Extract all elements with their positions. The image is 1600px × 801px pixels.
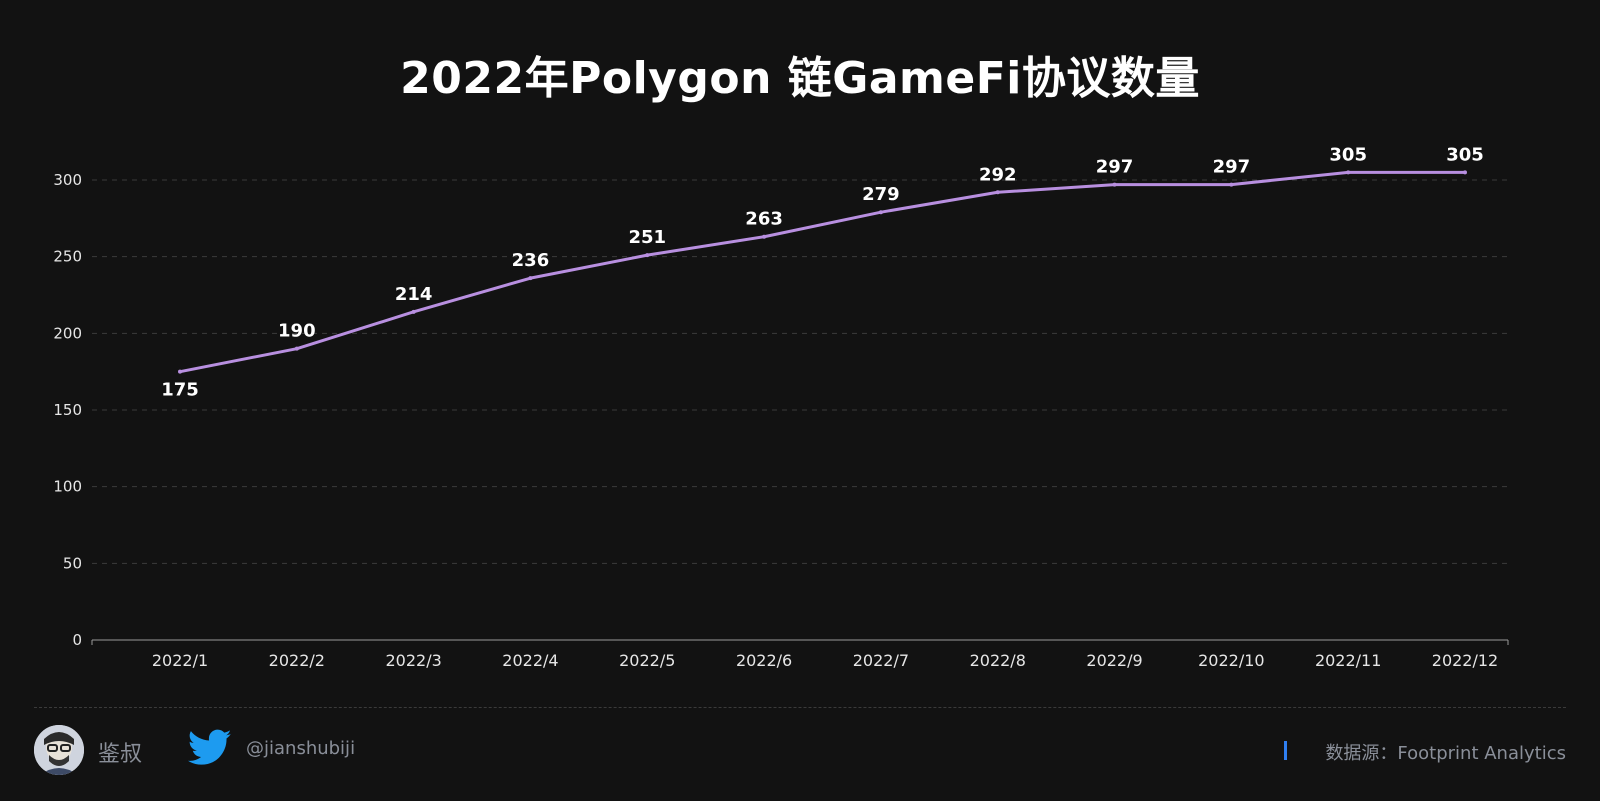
- data-source: 数据源：Footprint Analytics: [1325, 743, 1566, 764]
- x-tick-label: 2022/1: [152, 651, 208, 670]
- data-point: [762, 234, 767, 239]
- data-point: [178, 369, 182, 374]
- source-accent-bar: [1284, 741, 1287, 760]
- data-label: 263: [745, 209, 783, 230]
- data-label: 297: [1096, 157, 1134, 178]
- data-point: [1346, 170, 1351, 175]
- x-tick-label: 2022/8: [970, 651, 1026, 670]
- data-point: [645, 253, 650, 258]
- avatar: [34, 725, 84, 775]
- data-label: 214: [395, 284, 433, 305]
- twitter-handle: @jianshubiji: [246, 738, 356, 759]
- y-tick-label: 0: [72, 631, 82, 649]
- y-tick-label: 200: [53, 324, 82, 342]
- x-tick-label: 2022/5: [619, 651, 675, 670]
- series-protocol-count: [178, 170, 1467, 374]
- series-line: [178, 170, 1467, 374]
- line-chart: 0 50 100 150 200 250 300 2022/1 2022/2 2022/3 2022…: [53, 144, 1509, 670]
- y-tick-label: 100: [53, 478, 82, 496]
- data-point: [1463, 170, 1467, 175]
- data-label: 175: [161, 380, 199, 401]
- x-tick-label: 2022/3: [385, 651, 441, 670]
- twitter-bird-icon: [187, 729, 232, 767]
- axes: 0 50 100 150 200 250 300 2022/1 2022/2 2022/3 2022…: [53, 171, 1509, 670]
- data-point: [294, 346, 299, 351]
- y-tick-label: 50: [63, 554, 82, 572]
- data-label: 292: [979, 164, 1017, 185]
- data-point: [411, 309, 416, 314]
- y-tick-label: 150: [53, 401, 82, 419]
- author-name: 鉴叔: [98, 742, 143, 767]
- data-labels: 175 190 214 236 251 263 279 292 297 297 305 305: [161, 144, 1484, 400]
- x-tick-label: 2022/4: [502, 651, 558, 670]
- data-point: [528, 276, 533, 281]
- x-tick-label: 2022/7: [853, 651, 909, 670]
- data-label: 251: [628, 227, 666, 248]
- data-point: [1112, 182, 1117, 187]
- data-label: 236: [512, 250, 550, 271]
- y-tick-label: 300: [53, 171, 82, 189]
- x-tick-label: 2022/2: [269, 651, 325, 670]
- data-point: [878, 210, 883, 215]
- x-tick-label: 2022/6: [736, 651, 792, 670]
- x-tick-label: 2022/11: [1315, 651, 1381, 670]
- chart-title: 2022年Polygon 链GameFi协议数量: [400, 53, 1200, 104]
- x-tick-label: 2022/10: [1198, 651, 1264, 670]
- data-label: 190: [278, 321, 316, 342]
- data-label: 297: [1213, 157, 1251, 178]
- data-point: [995, 190, 1000, 195]
- data-point: [1229, 182, 1234, 187]
- data-label: 305: [1329, 144, 1367, 165]
- data-label: 305: [1446, 144, 1484, 165]
- footer-divider: [34, 707, 1566, 708]
- grid-lines: [92, 179, 1508, 564]
- y-tick-label: 250: [53, 248, 82, 266]
- x-tick-label: 2022/9: [1086, 651, 1142, 670]
- x-tick-label: 2022/12: [1432, 651, 1498, 670]
- data-label: 279: [862, 184, 900, 205]
